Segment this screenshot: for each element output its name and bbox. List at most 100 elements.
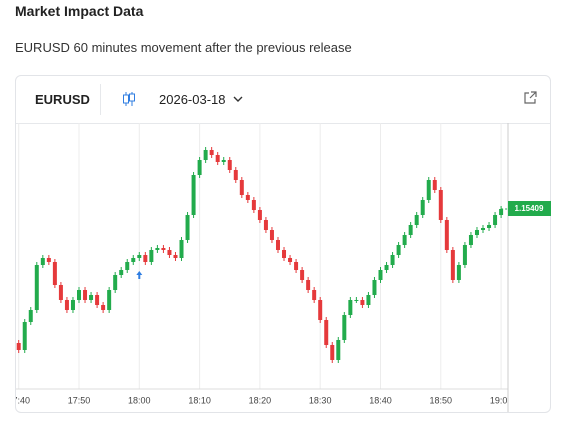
candle-body: [402, 235, 407, 245]
candle-body: [288, 258, 293, 262]
candle-body: [191, 175, 196, 215]
candle-body: [282, 250, 287, 258]
candle-body: [52, 262, 57, 285]
candle-body: [233, 170, 238, 180]
candle-body: [131, 258, 136, 262]
candle-body: [46, 258, 51, 262]
last-price-box: [508, 201, 551, 216]
external-link-icon[interactable]: [523, 91, 537, 105]
candle-body: [269, 230, 274, 240]
candle-body: [408, 225, 413, 235]
candle-body: [306, 280, 311, 290]
candle-body: [107, 290, 112, 310]
candle-body: [481, 228, 486, 230]
candle-body: [197, 160, 202, 175]
candle-body: [143, 255, 148, 262]
chart-card: EURUSD 2026-03-18 17:40 17:50 18:00 18:10 18…: [15, 75, 551, 413]
candle-body: [113, 275, 118, 290]
candle-body: [34, 265, 39, 310]
section-subtitle: EURUSD 60 minutes movement after the pre…: [15, 40, 352, 55]
candle-body: [64, 300, 69, 310]
toolbar: EURUSD 2026-03-18: [16, 76, 550, 124]
candle-body: [95, 295, 100, 305]
x-tick-label: 18:50: [430, 395, 453, 405]
candle-body: [294, 262, 299, 270]
candle-body: [263, 220, 268, 230]
candle-body: [40, 258, 45, 265]
dropdown-chevron[interactable]: [233, 95, 243, 103]
candle-body: [101, 305, 106, 310]
candle-body: [22, 322, 27, 350]
candle-body: [324, 320, 329, 345]
candle-body: [384, 265, 389, 270]
candle-body: [275, 240, 280, 250]
last-price-label: 1.15409: [515, 204, 544, 213]
candle-body: [474, 230, 479, 235]
candle-body: [487, 225, 492, 228]
x-tick-label: 18:10: [188, 395, 211, 405]
candle-body: [89, 295, 94, 300]
symbol-button[interactable]: EURUSD: [35, 92, 90, 107]
candle-body: [493, 215, 498, 225]
candle-body: [137, 255, 142, 258]
candle-body: [28, 310, 33, 322]
candle-body: [378, 270, 383, 280]
candle-body: [83, 290, 88, 300]
candle-body: [125, 262, 130, 270]
candle-body: [155, 248, 160, 250]
candle-body: [396, 245, 401, 255]
candle-body: [245, 195, 250, 200]
candle-body: [438, 190, 443, 220]
candle-body: [444, 220, 449, 250]
candle-body: [149, 250, 154, 262]
candle-body: [354, 300, 359, 301]
x-tick-label: 19:00: [490, 395, 513, 405]
candle-body: [161, 248, 166, 250]
candle-body: [185, 215, 190, 240]
x-tick-label: 17:40: [16, 395, 30, 405]
candle-body: [468, 235, 473, 245]
candle-body: [390, 255, 395, 265]
candle-body: [366, 295, 371, 305]
candle-body: [336, 340, 341, 360]
candle-body: [119, 270, 124, 275]
release-marker: [136, 271, 143, 279]
candle-body: [360, 300, 365, 305]
candle-body: [462, 245, 467, 265]
candle-body: [450, 250, 455, 280]
candle-body: [499, 209, 504, 215]
candlestick-chart: 17:40 17:50 18:00 18:10 18:20 18:30 18:40 18:50…: [16, 123, 551, 412]
candle-body: [420, 200, 425, 215]
candle-body: [215, 155, 220, 162]
chart-type-icon[interactable]: [122, 91, 136, 107]
candle-body: [16, 343, 21, 350]
x-tick-label: 18:40: [369, 395, 392, 405]
x-tick-label: 17:50: [68, 395, 91, 405]
candle-body: [456, 265, 461, 280]
candle-body: [179, 240, 184, 258]
x-tick-label: 18:30: [309, 395, 332, 405]
candle-body: [58, 285, 63, 300]
candle-body: [300, 270, 305, 280]
separator: [100, 84, 101, 115]
candle-body: [173, 255, 178, 258]
candle-body: [330, 345, 335, 360]
section-title: Market Impact Data: [15, 3, 144, 19]
candle-body: [239, 180, 244, 195]
candle-body: [318, 300, 323, 320]
candle-body: [209, 150, 214, 155]
candle-body: [251, 200, 256, 210]
candle-body: [70, 300, 75, 310]
candle-body: [203, 150, 208, 160]
candle-body: [312, 290, 317, 300]
x-tick-label: 18:20: [249, 395, 272, 405]
x-tick-label: 18:00: [128, 395, 151, 405]
candle-body: [257, 210, 262, 220]
date-selector[interactable]: 2026-03-18: [159, 92, 226, 107]
candle-body: [372, 280, 377, 295]
candle-body: [221, 160, 226, 162]
candle-body: [342, 315, 347, 340]
candle-body: [348, 300, 353, 315]
candle-body: [167, 250, 172, 255]
